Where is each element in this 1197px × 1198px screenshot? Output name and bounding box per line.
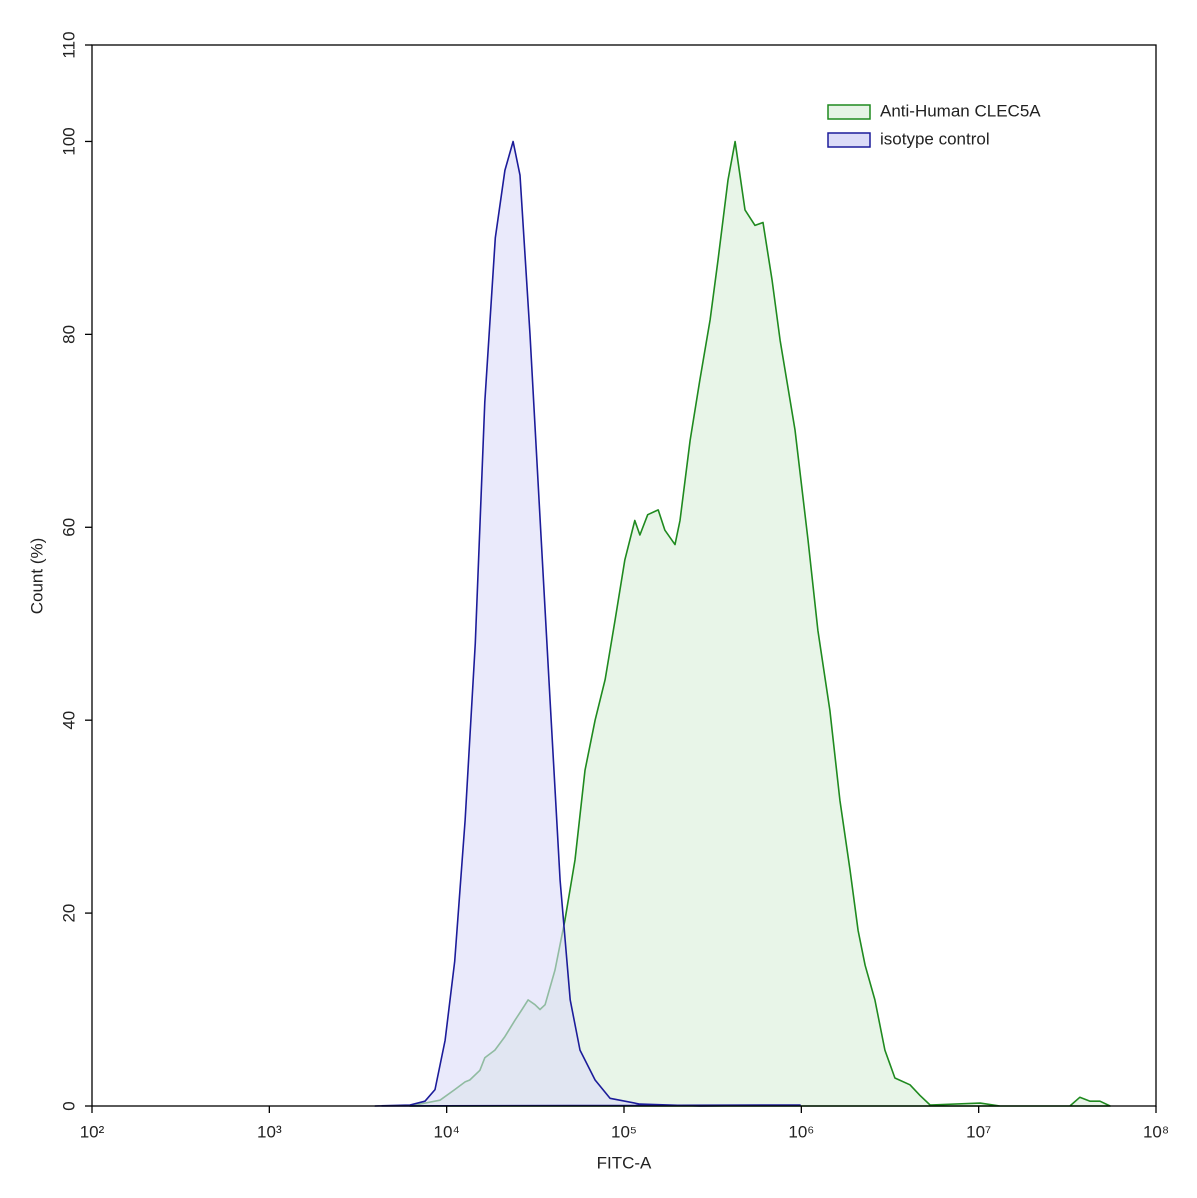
y-tick-label: 60: [59, 518, 78, 537]
x-axis-label: FITC-A: [597, 1153, 652, 1172]
x-tick-label: 10⁷: [966, 1122, 991, 1141]
legend-swatch: [827, 132, 871, 148]
x-tick-label: 10³: [257, 1122, 282, 1141]
histogram-area: [374, 140, 801, 1107]
legend-label: isotype control: [880, 129, 990, 148]
x-tick-label: 10⁸: [1143, 1122, 1169, 1141]
y-axis-label: Count (%): [27, 538, 46, 615]
x-tick-label: 10⁶: [788, 1122, 814, 1141]
y-tick-label: 40: [59, 711, 78, 730]
y-tick-label: 0: [59, 1101, 78, 1110]
legend-swatch: [827, 104, 871, 120]
y-tick-label: 80: [59, 325, 78, 344]
y-tick-label: 20: [59, 904, 78, 923]
y-tick-label: 100: [59, 127, 78, 155]
y-tick-label: 110: [59, 31, 78, 58]
x-tick-label: 10⁴: [434, 1122, 460, 1141]
legend-label: Anti-Human CLEC5A: [880, 101, 1041, 120]
x-tick-label: 10²: [80, 1122, 105, 1141]
x-tick-label: 10⁵: [611, 1122, 637, 1141]
